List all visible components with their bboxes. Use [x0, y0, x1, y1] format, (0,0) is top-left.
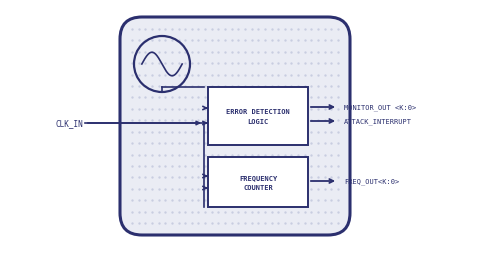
Text: CLK_IN: CLK_IN [55, 119, 83, 128]
FancyBboxPatch shape [208, 157, 308, 207]
Text: ERROR DETECTION
LOGIC: ERROR DETECTION LOGIC [226, 109, 290, 124]
Text: ATTACK_INTERRUPT: ATTACK_INTERRUPT [344, 118, 412, 125]
Text: FREQUENCY
COUNTER: FREQUENCY COUNTER [239, 175, 277, 190]
Text: MONITOR_OUT <K:0>: MONITOR_OUT <K:0> [344, 104, 416, 111]
FancyBboxPatch shape [208, 88, 308, 146]
Text: FREQ_OUT<K:0>: FREQ_OUT<K:0> [344, 178, 399, 185]
FancyBboxPatch shape [120, 18, 350, 235]
